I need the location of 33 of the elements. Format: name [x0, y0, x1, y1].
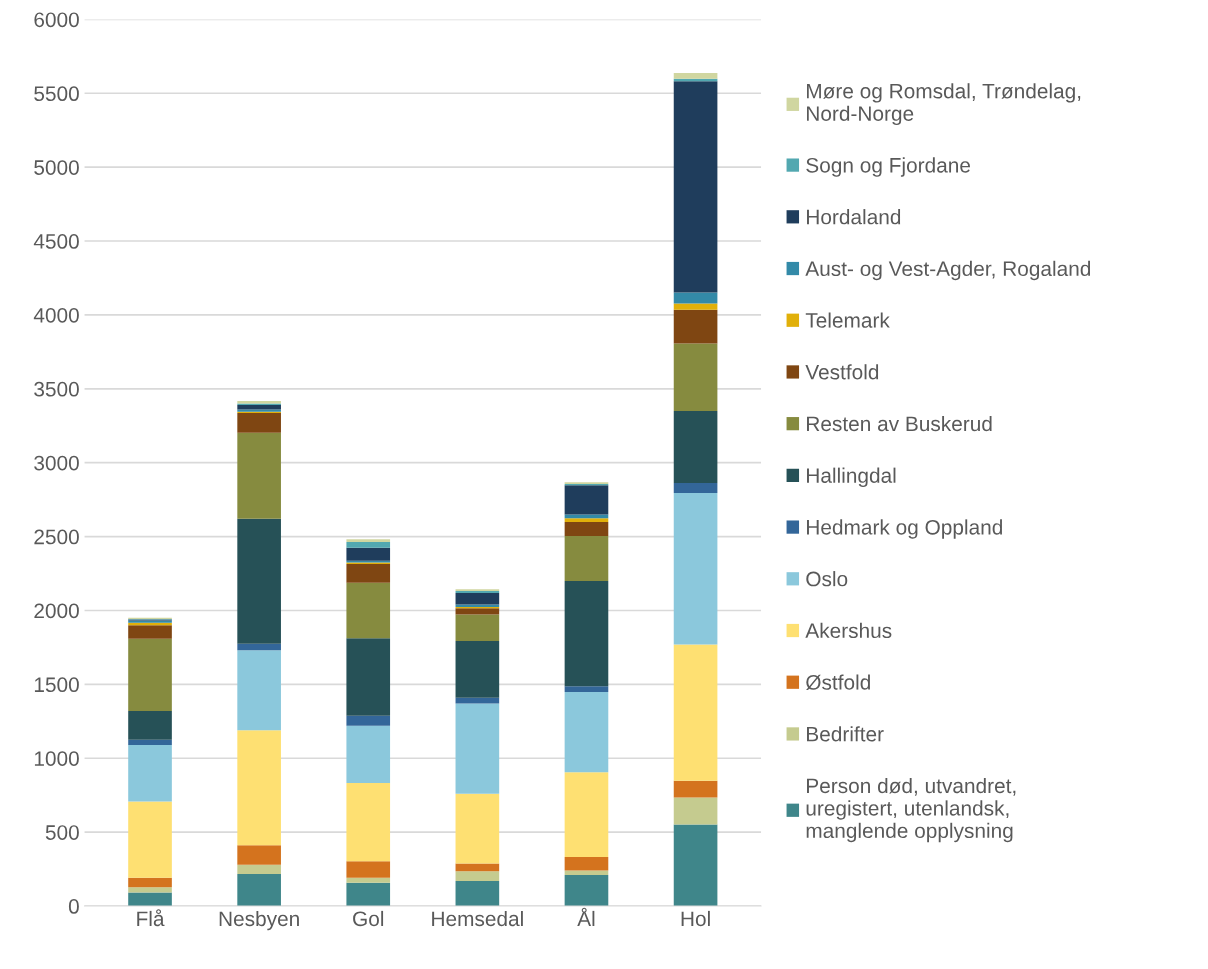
- legend-label: Aust- og Vest-Agder, Rogaland: [805, 260, 1091, 281]
- x-tick-label: Nesbyen: [219, 910, 299, 931]
- legend-label: Telemark: [805, 312, 890, 328]
- y-tick-label: 3000: [34, 455, 79, 471]
- y-tick-label: 1500: [34, 677, 79, 693]
- y-tick-label: 5500: [34, 86, 79, 102]
- x-tick-label: Hol: [681, 910, 710, 927]
- legend-label: Hedmark og Oppland: [807, 519, 1002, 539]
- legend-label: Vestfold: [805, 364, 879, 380]
- y-tick-label: 4000: [33, 307, 79, 323]
- x-tick-label: Flå: [137, 909, 165, 927]
- legend-label: Hordaland: [807, 209, 901, 225]
- legend-label: Østfold: [806, 674, 870, 691]
- y-tick-label: 6000: [34, 12, 79, 28]
- legend-label: Møre og Romsdal, Trøndelag, Nord-Norge: [807, 83, 1081, 126]
- y-tick-label: 0: [68, 899, 79, 914]
- y-tick-label: 1000: [34, 751, 79, 766]
- y-tick-label: 500: [45, 825, 79, 840]
- legend-label: Hallingdal: [807, 467, 896, 488]
- y-tick-label: 3500: [34, 381, 79, 397]
- y-tick-label: 5000: [34, 160, 79, 175]
- x-tick-label: Gol: [353, 910, 384, 927]
- y-tick-label: 2000: [34, 603, 79, 619]
- legend-label: Bedrifter: [807, 726, 884, 742]
- legend-label: Oslo: [806, 571, 848, 587]
- y-tick-label: 2500: [34, 529, 79, 545]
- x-tick-label: Ål: [577, 907, 595, 926]
- legend-label: Resten av Buskerud: [807, 415, 992, 432]
- x-tick-label: Hemsedal: [432, 910, 523, 927]
- y-tick-label: 4500: [33, 234, 79, 249]
- legend-label: Sogn og Fjordane: [806, 157, 971, 177]
- legend-label: Person død, utvandret, uregistert, utenlandsk, manglende opplysning: [806, 777, 1016, 843]
- legend-label: Akershus: [805, 622, 892, 639]
